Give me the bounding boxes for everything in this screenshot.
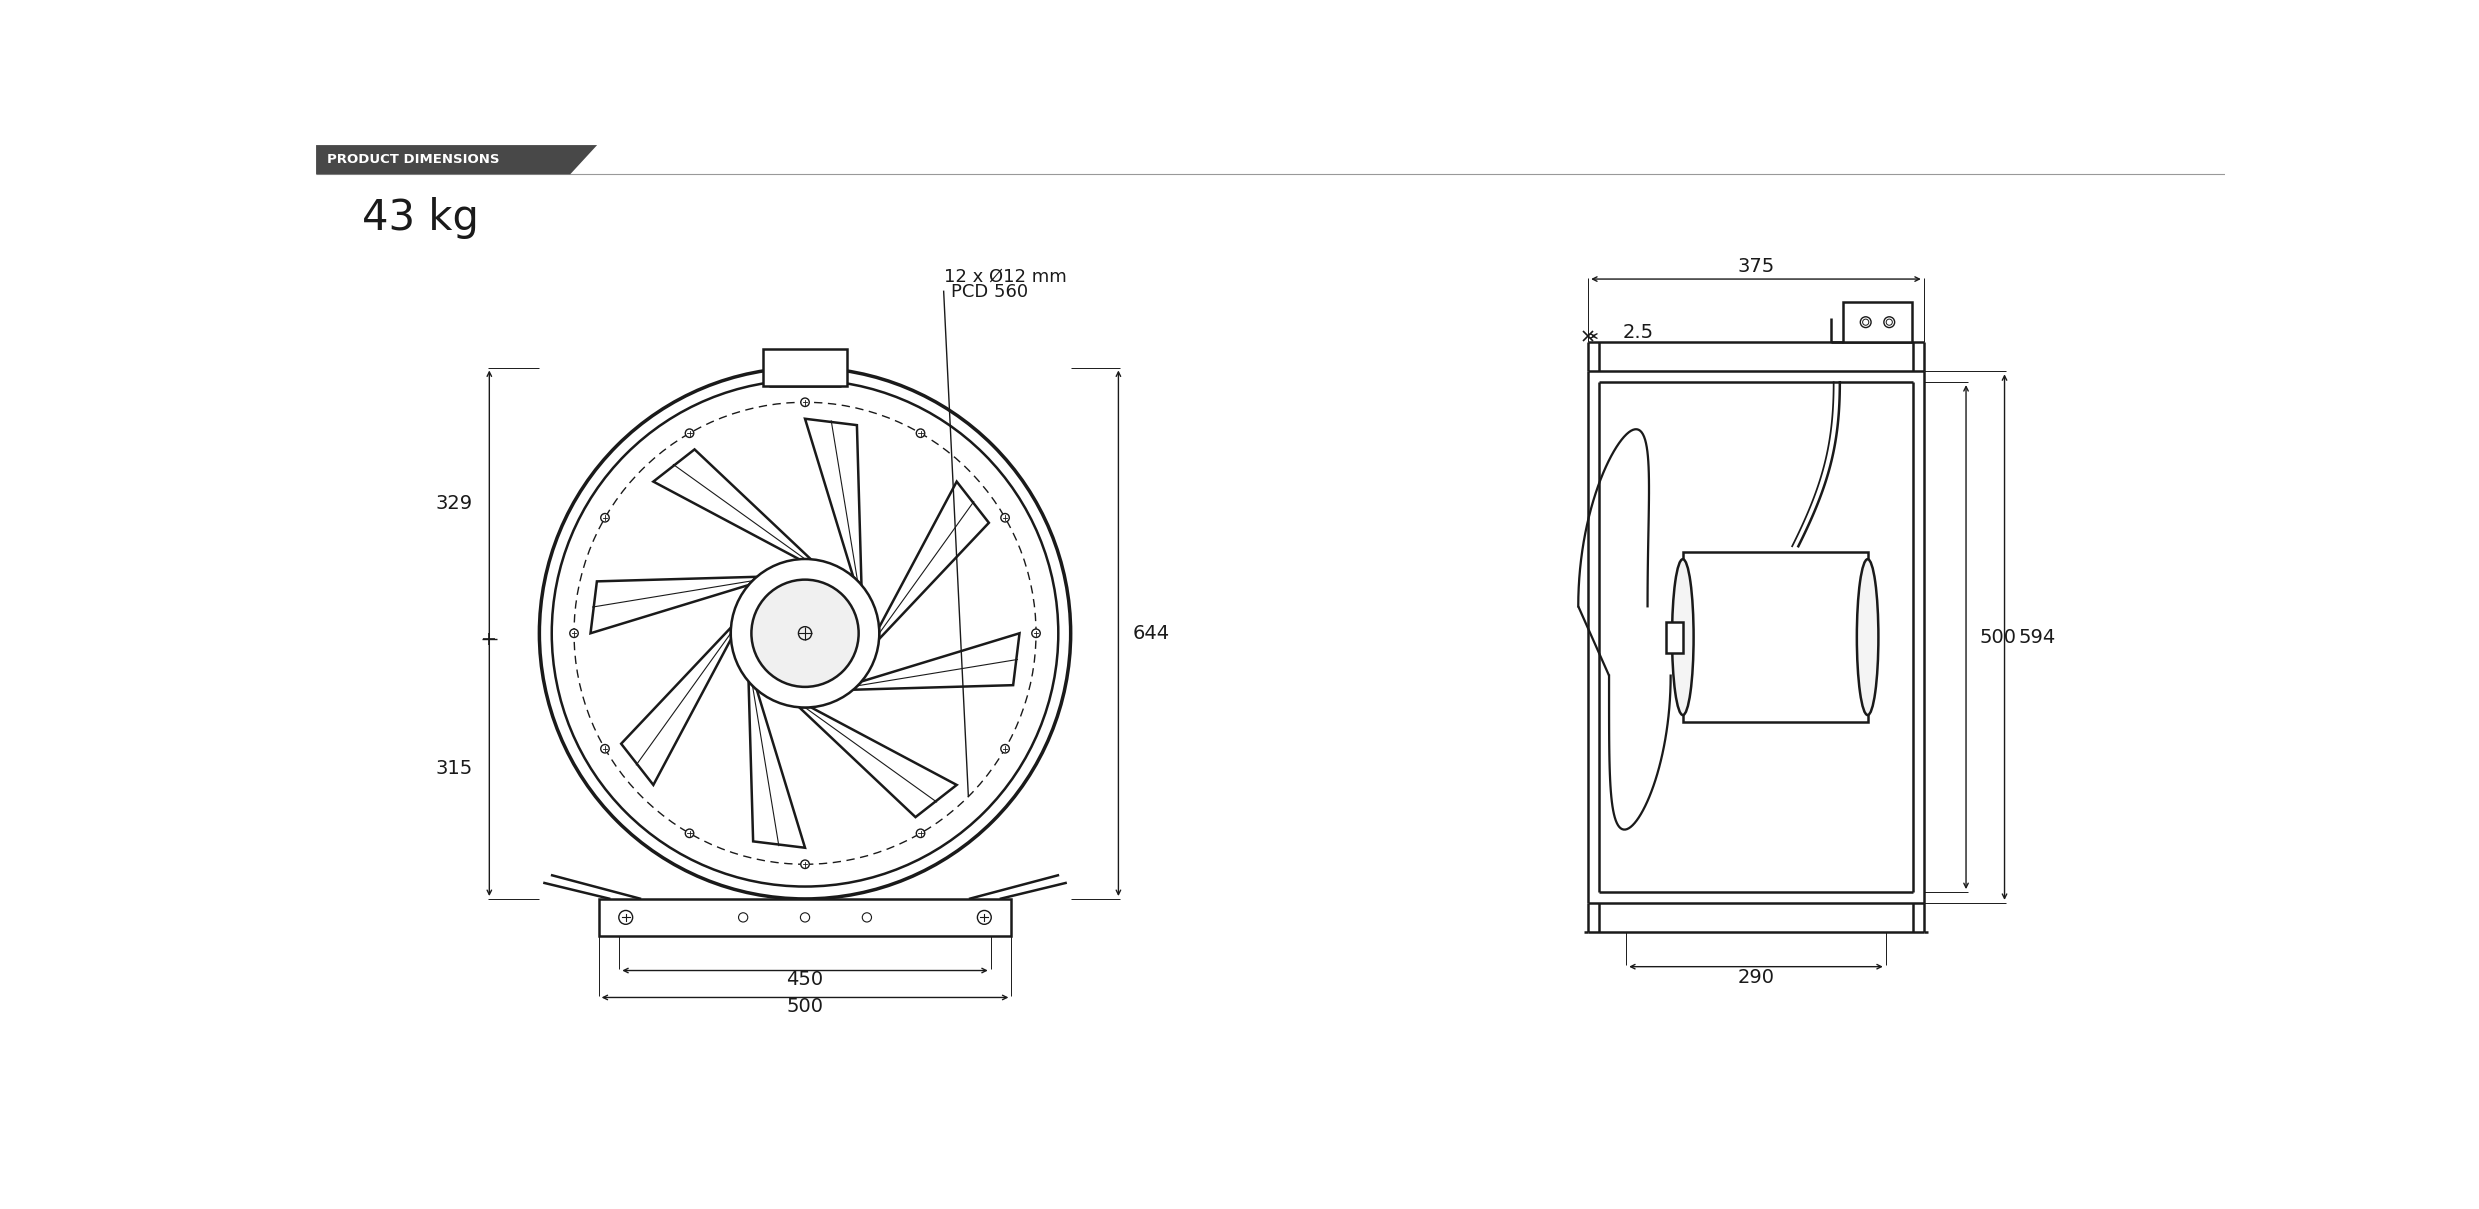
Text: 12 x Ø12 mm: 12 x Ø12 mm <box>944 267 1066 285</box>
Bar <box>1666 621 1683 653</box>
Text: PCD 560: PCD 560 <box>952 283 1029 301</box>
Circle shape <box>684 829 694 838</box>
Text: 594: 594 <box>2018 627 2055 647</box>
Polygon shape <box>853 634 1019 689</box>
Bar <box>1842 302 1911 342</box>
Circle shape <box>917 429 925 438</box>
Circle shape <box>600 514 610 522</box>
Polygon shape <box>798 707 957 817</box>
Text: 329: 329 <box>436 493 473 513</box>
Text: 43 kg: 43 kg <box>362 197 478 239</box>
Polygon shape <box>654 450 811 560</box>
Circle shape <box>801 913 811 922</box>
Text: 375: 375 <box>1738 258 1775 276</box>
Polygon shape <box>880 481 989 640</box>
Ellipse shape <box>1671 560 1693 715</box>
Polygon shape <box>806 418 863 585</box>
Ellipse shape <box>1857 560 1879 715</box>
Circle shape <box>801 398 808 406</box>
Circle shape <box>600 745 610 753</box>
Bar <box>1683 553 1867 722</box>
Circle shape <box>739 913 749 922</box>
Circle shape <box>1002 745 1009 753</box>
Text: 2.5: 2.5 <box>1621 324 1653 342</box>
Bar <box>764 349 848 386</box>
Bar <box>600 899 1011 936</box>
Polygon shape <box>317 145 597 174</box>
Circle shape <box>917 829 925 838</box>
Text: PRODUCT DIMENSIONS: PRODUCT DIMENSIONS <box>327 154 498 166</box>
Circle shape <box>863 913 873 922</box>
Circle shape <box>570 629 578 637</box>
Text: 644: 644 <box>1133 624 1170 643</box>
Circle shape <box>751 579 858 687</box>
Text: 450: 450 <box>786 971 823 989</box>
Circle shape <box>1002 514 1009 522</box>
Polygon shape <box>590 577 756 634</box>
Circle shape <box>1031 629 1041 637</box>
Text: 500: 500 <box>786 997 823 1017</box>
Text: 290: 290 <box>1738 968 1775 987</box>
Polygon shape <box>622 627 731 785</box>
Text: 315: 315 <box>436 759 473 779</box>
Circle shape <box>684 429 694 438</box>
Circle shape <box>731 559 880 707</box>
Circle shape <box>801 860 808 868</box>
Polygon shape <box>749 682 806 848</box>
Text: 500: 500 <box>1981 627 2018 647</box>
